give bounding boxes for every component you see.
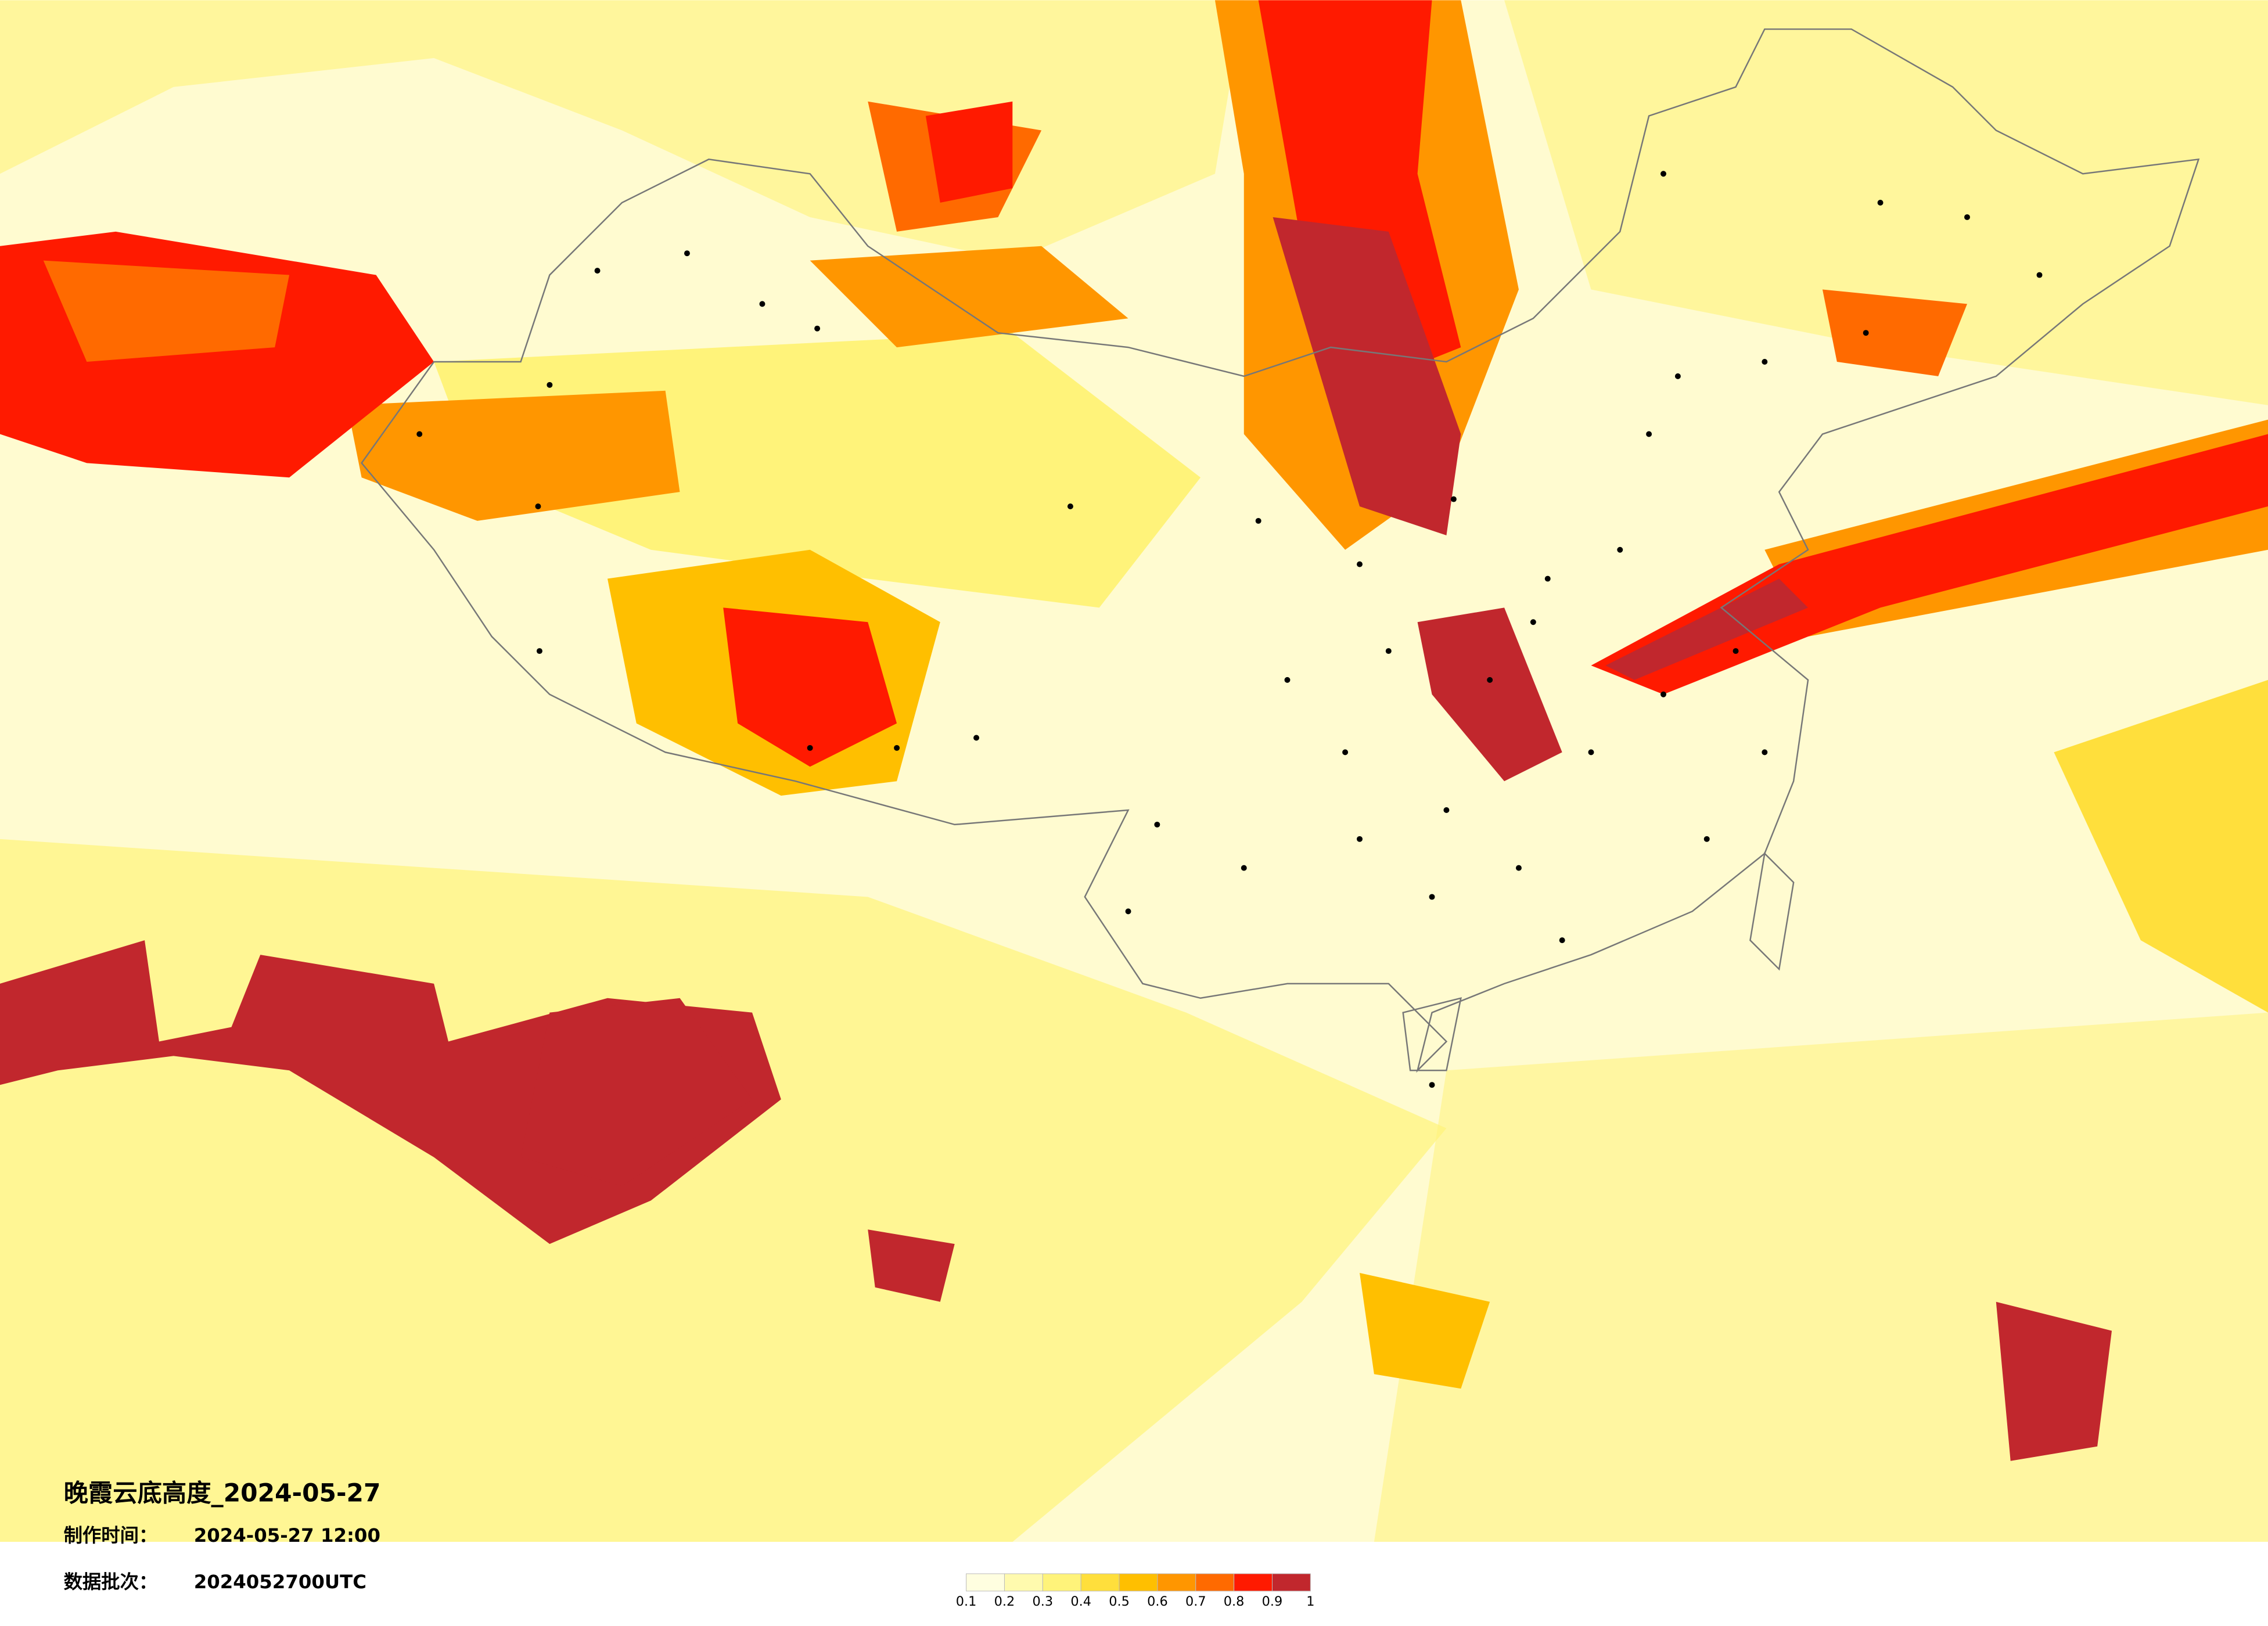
colorbar-box [1080, 1573, 1120, 1592]
colorbar-box [1271, 1573, 1311, 1592]
batch: 2024052700UTC [194, 1571, 366, 1593]
batch-label: 数据批次： [64, 1571, 158, 1593]
colorbar-tick-label: 1 [1306, 1594, 1314, 1609]
cloud-map [0, 0, 2268, 1542]
map-title: 晚霞云底高度_2024-05-27 [64, 1478, 381, 1507]
colorbar-box [1157, 1573, 1196, 1592]
colorbar-tick-label: 0.6 [1147, 1594, 1168, 1609]
made-time: 2024-05-27 12:00 [194, 1524, 380, 1546]
colorbar-tick-label: 0.2 [994, 1594, 1015, 1609]
colorbar-tick-label: 0.7 [1185, 1594, 1206, 1609]
colorbar-box [1119, 1573, 1158, 1592]
colorbar-box [966, 1573, 1005, 1592]
colorbar-box [1234, 1573, 1273, 1592]
colorbar-tick-label: 0.3 [1033, 1594, 1054, 1609]
colorbar-tick-label: 0.5 [1109, 1594, 1130, 1609]
colorbar-tick-label: 0.8 [1224, 1594, 1245, 1609]
colorbar-tick-label: 0.4 [1070, 1594, 1091, 1609]
colorbar-tick-label: 0.1 [956, 1594, 977, 1609]
colorbar-box [1195, 1573, 1235, 1592]
colorbar-box [1042, 1573, 1081, 1592]
colorbar-tick-label: 0.9 [1262, 1594, 1283, 1609]
made-time-label: 制作时间： [64, 1524, 158, 1546]
colorbar-box [1004, 1573, 1043, 1592]
colorbar: 0.1 0.2 0.3 0.4 0.5 0.6 0.7 0.8 0.9 1 [956, 1573, 1314, 1609]
